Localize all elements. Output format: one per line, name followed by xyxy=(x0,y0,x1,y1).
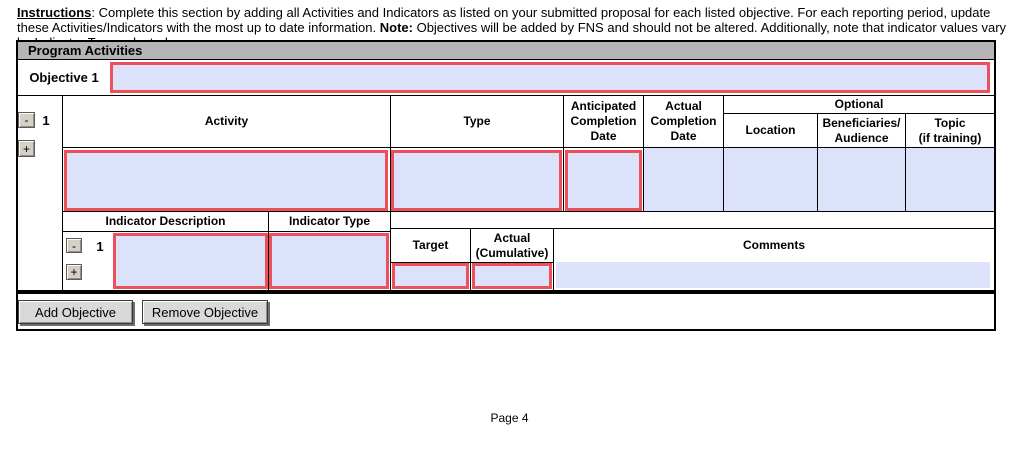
location-header: Location xyxy=(745,123,796,137)
grid-line xyxy=(62,211,994,212)
program-activities-table xyxy=(16,40,996,331)
beneficiaries-input[interactable] xyxy=(818,148,905,211)
add-objective-button[interactable]: Add Objective xyxy=(18,300,133,324)
grid-line xyxy=(18,95,994,96)
target-input[interactable] xyxy=(392,263,469,289)
remove-indicator-button[interactable]: - xyxy=(66,238,82,253)
type-dropdown[interactable] xyxy=(391,150,562,211)
note-label: Note: xyxy=(379,20,413,35)
activity-column-header: Activity xyxy=(204,113,249,128)
indicator-description-dropdown[interactable] xyxy=(113,233,268,289)
topic-header: Topic (if training) xyxy=(918,115,982,145)
location-dropdown[interactable] xyxy=(724,148,817,211)
actual-date-input[interactable] xyxy=(644,148,723,211)
grid-line xyxy=(62,147,994,148)
indicator-description-header: Indicator Description xyxy=(105,214,226,228)
grid-line xyxy=(905,113,906,212)
instructions-label: Instructions xyxy=(17,5,92,20)
remove-activity-button[interactable]: - xyxy=(18,112,35,128)
grid-line xyxy=(62,231,390,232)
add-indicator-button[interactable]: + xyxy=(66,264,82,280)
objective-label: Objective 1 xyxy=(29,70,99,85)
target-header: Target xyxy=(412,238,449,252)
instructions-body: : Complete this section by adding all Ac… xyxy=(17,5,991,35)
section-divider xyxy=(18,290,994,294)
grid-line xyxy=(643,96,644,212)
indicator-type-header: Indicator Type xyxy=(288,214,371,228)
optional-header: Optional xyxy=(834,97,884,111)
grid-line xyxy=(62,96,63,290)
type-column-header: Type xyxy=(463,113,491,128)
indicator-type-dropdown[interactable] xyxy=(269,233,389,289)
anticipated-completion-header: Anticipated Completion Date xyxy=(570,98,637,143)
grid-line xyxy=(268,212,269,290)
grid-line xyxy=(563,96,564,212)
actual-cumulative-header: Actual (Cumulative) xyxy=(475,230,549,260)
topic-input[interactable] xyxy=(906,148,994,211)
indicator-row-number: 1 xyxy=(96,238,104,254)
section-title: Program Activities xyxy=(28,43,143,58)
grid-line xyxy=(553,228,554,290)
actual-completion-header: Actual Completion Date xyxy=(650,98,717,143)
anticipated-date-input[interactable] xyxy=(565,150,642,211)
comments-input[interactable] xyxy=(556,262,990,288)
grid-line xyxy=(470,228,471,290)
section-header: Program Activities xyxy=(18,42,994,60)
grid-line xyxy=(390,96,391,290)
grid-line xyxy=(390,228,994,229)
grid-line xyxy=(723,113,994,114)
comments-header: Comments xyxy=(742,238,805,252)
grid-line xyxy=(390,262,553,263)
remove-objective-button[interactable]: Remove Objective xyxy=(142,300,268,324)
page-number: Page 4 xyxy=(490,411,529,425)
grid-line xyxy=(817,113,818,212)
actual-cumulative-input[interactable] xyxy=(472,263,552,289)
activity-row-number: 1 xyxy=(42,112,50,128)
activity-input[interactable] xyxy=(64,150,388,211)
add-activity-button[interactable]: + xyxy=(18,140,35,157)
beneficiaries-header: Beneficiaries/ Audience xyxy=(822,115,901,145)
objective-input[interactable] xyxy=(110,62,990,93)
grid-line xyxy=(723,96,724,212)
